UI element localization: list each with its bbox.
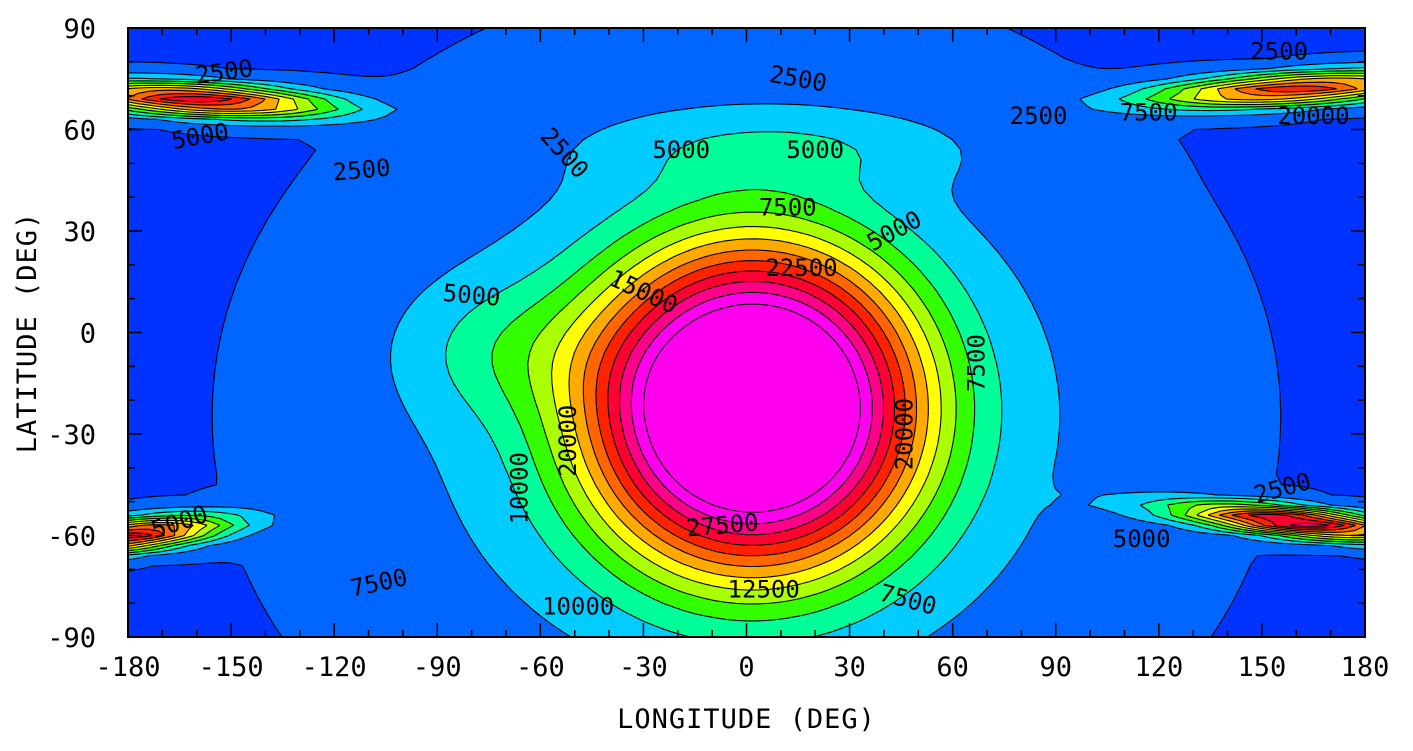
contour-line-27500: [618, 280, 1330, 536]
contour-label: 2500: [1010, 102, 1068, 130]
x-tick-label: 60: [936, 652, 969, 683]
contour-label: 7500: [759, 193, 817, 221]
y-tick-labels: 90 60 30 0 -30 -60 -90: [47, 14, 96, 654]
y-tick-label: 0: [80, 319, 96, 350]
y-tick-label: -30: [47, 420, 96, 451]
contour-line-25000: [128, 96, 1345, 546]
x-tick-label: -180: [95, 652, 160, 683]
contour-label: 20000: [1277, 102, 1349, 130]
y-tick-label: -90: [47, 623, 96, 654]
contour-label: 2500: [332, 154, 392, 187]
y-tick-label: 60: [63, 116, 96, 147]
contour-label: 5000: [442, 279, 502, 312]
contour-line-22500: [128, 85, 1356, 557]
contour-label: 5000: [652, 136, 710, 164]
contour-fill-layer: [128, 28, 1365, 637]
contour-label: 20000: [891, 398, 919, 470]
y-tick-label: 90: [63, 14, 96, 45]
contour-line-12500: [128, 72, 1365, 605]
x-tick-label: 180: [1341, 652, 1390, 683]
x-axis-title: LONGITUDE (DEG): [617, 704, 876, 735]
contour-line-10000: [128, 70, 1365, 622]
contour-label: 22500: [765, 254, 837, 282]
contour-label: 10000: [542, 593, 614, 621]
contour-label: 2500: [1250, 38, 1308, 66]
x-tick-label: 90: [1039, 652, 1072, 683]
x-tick-label: 150: [1238, 652, 1287, 683]
contour-label: 10000: [506, 452, 534, 524]
x-tick-label: -120: [302, 652, 367, 683]
x-tick-label: -30: [619, 652, 668, 683]
x-tick-label: 120: [1134, 652, 1183, 683]
contour-label: 7500: [1120, 99, 1178, 127]
x-tick-label: -60: [516, 652, 565, 683]
x-tick-label: -150: [199, 652, 264, 683]
contour-line-2500: [128, 28, 1365, 637]
contour-label: 5000: [1113, 525, 1171, 553]
y-tick-label: 30: [63, 217, 96, 248]
contour-label: 27500: [685, 508, 759, 542]
contour-line-20000: [128, 81, 1365, 568]
contour-label: 20000: [554, 405, 582, 477]
tick-layer: [127, 27, 1366, 638]
contour-label: 7500: [963, 334, 991, 392]
contour-line-layer: [128, 28, 1365, 637]
contour-line-7500: [128, 67, 1365, 637]
x-tick-label: 30: [833, 652, 866, 683]
contour-label: 12500: [728, 576, 800, 604]
contour-line-30000: [630, 291, 873, 525]
x-tick-label: 0: [738, 652, 754, 683]
y-tick-label: -60: [47, 522, 96, 553]
contour-line-32500: [643, 303, 861, 513]
contour-line-15000: [128, 75, 1365, 591]
contour-line-17500: [128, 77, 1365, 579]
contour-label: 5000: [786, 136, 844, 164]
x-tick-labels: -180 -150 -120 -90 -60 -30 0 30 60 90 120 150 180: [95, 652, 1389, 683]
axis-ticks: [127, 27, 1366, 638]
x-tick-label: -90: [413, 652, 462, 683]
contour-line-5000: [128, 61, 1365, 637]
y-axis-title: LATITUDE (DEG): [12, 212, 43, 454]
